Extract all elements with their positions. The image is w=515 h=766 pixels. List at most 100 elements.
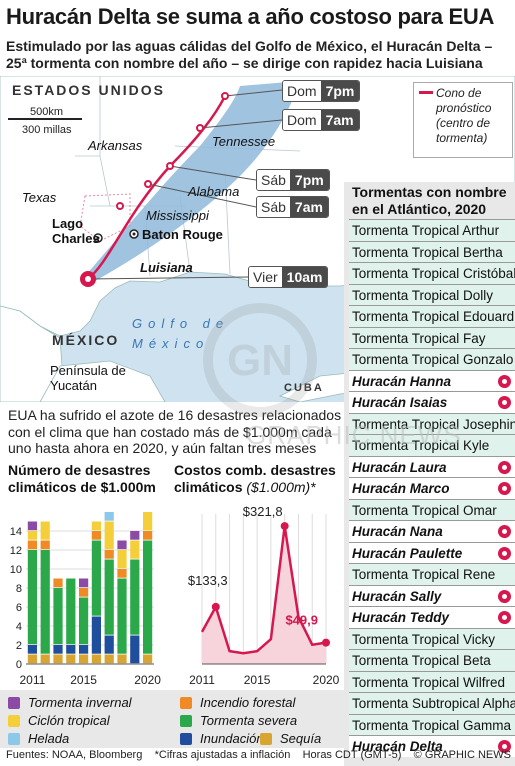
legend-swatch bbox=[8, 696, 20, 709]
data-label: $133,3 bbox=[188, 573, 228, 588]
y-tick-label: 2 bbox=[16, 640, 22, 652]
bar-segment bbox=[27, 540, 38, 550]
bar-segment bbox=[130, 559, 140, 635]
headline: Huracán Delta se suma a año costoso para… bbox=[6, 4, 495, 29]
city-baton-rouge: Baton Rouge bbox=[142, 227, 223, 242]
bar-segment bbox=[27, 531, 38, 540]
bar-segment bbox=[104, 635, 114, 654]
bar-chart: 0 2 4 6 8 10 12 14 2011 2015 2020 bbox=[10, 512, 161, 687]
y-tick-label: 8 bbox=[16, 583, 22, 595]
legend-label: Incendio forestal bbox=[200, 695, 296, 710]
x-tick-label: 2015 bbox=[244, 673, 271, 687]
legend-label: Sequía bbox=[280, 731, 322, 746]
country-label-usa: ESTADOS UNIDOS bbox=[12, 82, 165, 98]
state-label-texas: Texas bbox=[22, 190, 57, 205]
storm-list-item: Tormenta Tropical Vicky bbox=[349, 627, 515, 649]
legend-label: Tormenta invernal bbox=[28, 695, 132, 710]
forecast-time-4: Sáb 7am bbox=[256, 196, 329, 218]
legend-swatch bbox=[180, 696, 192, 709]
legend-swatch bbox=[8, 714, 20, 727]
bar-segment bbox=[78, 645, 89, 654]
storm-list-item: Tormenta Tropical Gonzalo bbox=[349, 348, 515, 370]
area-chart: $133,3 $321,8 $49,9 2011 2015 2020 bbox=[188, 504, 340, 687]
legend-item: Helada bbox=[8, 731, 69, 746]
x-tick-label: 2015 bbox=[70, 673, 97, 687]
storm-list-item: Tormenta Tropical Arthur bbox=[349, 219, 515, 241]
storm-name: Huracán Hanna bbox=[352, 373, 452, 389]
storm-name: Huracán Laura bbox=[352, 459, 447, 475]
bar-segment bbox=[53, 588, 63, 645]
svg-text:GN: GN bbox=[227, 336, 293, 385]
storm-list-item: Tormenta Tropical Wilfred bbox=[349, 670, 515, 692]
storm-list-item: Huracán Nana bbox=[349, 520, 515, 542]
storm-list-item: Tormenta Tropical Kyle bbox=[349, 434, 515, 456]
y-tick-label: 12 bbox=[10, 545, 22, 557]
bar-segment bbox=[142, 531, 153, 540]
storm-list-item: Huracán Sally bbox=[349, 584, 515, 606]
data-label: $321,8 bbox=[243, 504, 283, 519]
bar-segment bbox=[53, 654, 63, 664]
storm-name: Huracán Teddy bbox=[352, 610, 450, 625]
storm-name: Tormenta Tropical Kyle bbox=[352, 438, 490, 453]
bar-segment bbox=[130, 635, 140, 664]
country-label-cuba: CUBA bbox=[284, 382, 324, 394]
watermark-logo-icon: GN bbox=[203, 303, 317, 417]
bar-segment bbox=[27, 521, 38, 531]
data-point bbox=[280, 522, 289, 531]
state-label-mississippi: Mississippi bbox=[146, 208, 209, 223]
legend-item: Tormenta severa bbox=[180, 713, 297, 728]
storm-list-item: Huracán Isaias bbox=[349, 391, 515, 413]
storm-list-item: Huracán Paulette bbox=[349, 541, 515, 563]
area-line bbox=[200, 525, 327, 655]
bar-segment bbox=[78, 578, 89, 588]
forecast-time-2: Dom 7am bbox=[282, 109, 360, 131]
y-tick-label: 4 bbox=[16, 621, 22, 633]
legend-item: Incendio forestal bbox=[180, 695, 295, 710]
state-label-alabama: Alabama bbox=[188, 184, 240, 199]
bar-segment bbox=[104, 512, 114, 521]
area-fill bbox=[202, 526, 326, 664]
bar-segment bbox=[142, 512, 153, 531]
storm-list-item: Tormenta Tropical Josephine bbox=[349, 412, 515, 434]
storm-list-item: Tormenta Tropical Cristóbal bbox=[349, 262, 515, 284]
bar-segment bbox=[78, 654, 89, 664]
storm-name: Tormenta Tropical Arthur bbox=[352, 223, 500, 238]
legend-item: Sequía bbox=[260, 731, 321, 746]
data-point bbox=[322, 638, 330, 647]
bar-segment bbox=[142, 654, 153, 664]
storm-name: Tormenta Tropical Gamma bbox=[352, 717, 512, 733]
area-chart-title: Costos comb. desastres climáticos ($1.00… bbox=[174, 462, 336, 495]
bar-segment bbox=[40, 521, 50, 540]
storm-list-item: Huracán Delta bbox=[349, 735, 515, 757]
footer-note: *Cifras ajustadas a inflación bbox=[154, 749, 291, 761]
map-legend: Cono de pronóstico (centro de tormenta) bbox=[413, 82, 513, 158]
bar-segment bbox=[40, 654, 50, 664]
storm-list-item: Huracán Marco bbox=[349, 477, 515, 499]
storm-name: Tormenta Tropical Dolly bbox=[352, 287, 494, 303]
storm-name: Tormenta Tropical Gonzalo bbox=[352, 352, 514, 367]
bar-segment bbox=[91, 654, 102, 664]
storm-list-item: Tormenta Tropical Gamma bbox=[349, 713, 515, 735]
peninsula-label: Península de Yucatán bbox=[50, 363, 126, 393]
state-label-luisiana: Luisiana bbox=[140, 260, 193, 275]
hurricane-icon bbox=[498, 546, 511, 560]
storm-name: Huracán Sally bbox=[352, 588, 442, 604]
hurricane-icon bbox=[498, 589, 511, 603]
forecast-time-5: Vier 10am bbox=[248, 266, 329, 288]
legend-swatch bbox=[180, 714, 192, 727]
legend-item: Inundación bbox=[180, 731, 264, 746]
watermark-text: GRAPHIC NEWS bbox=[246, 420, 462, 450]
hurricane-icon bbox=[498, 396, 511, 409]
state-label-arkansas: Arkansas bbox=[88, 138, 143, 153]
summary-text: EUA ha sufrido el azote de 16 desastres … bbox=[8, 407, 342, 456]
hurricane-icon bbox=[498, 374, 511, 388]
storm-list-item: Tormenta Tropical Dolly bbox=[349, 283, 515, 305]
bar-segment bbox=[40, 550, 50, 654]
footer-timezone: Horas CDT (GMT-5) bbox=[302, 749, 402, 761]
x-tick-label: 2011 bbox=[189, 673, 215, 687]
legend-label: Ciclón tropical bbox=[28, 713, 110, 728]
bar-segment bbox=[78, 588, 89, 597]
bar-chart-title: Número de desastres climáticos de $1.000… bbox=[8, 462, 156, 495]
storm-name: Huracán Paulette bbox=[352, 545, 463, 561]
storm-list-item: Huracán Hanna bbox=[349, 369, 515, 391]
